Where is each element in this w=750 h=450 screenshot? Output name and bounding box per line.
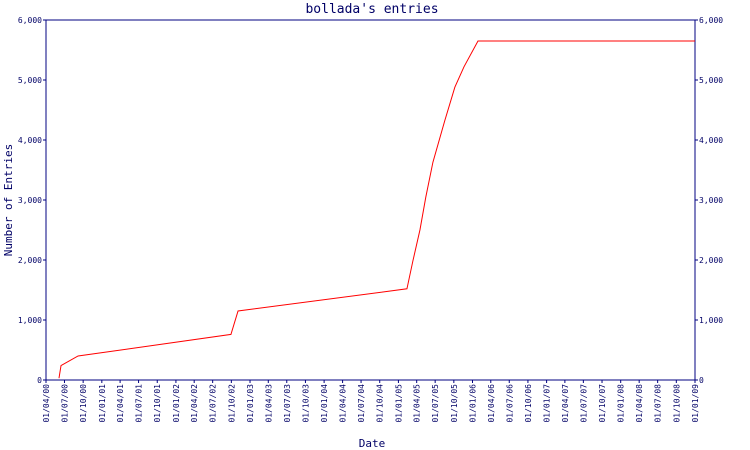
x-tick-label: 01/04/07 xyxy=(561,384,570,423)
x-tick-label: 01/07/06 xyxy=(505,384,514,423)
y-tick-label: 2,000 xyxy=(18,256,42,265)
x-tick-label: 01/04/01 xyxy=(116,384,125,423)
x-tick-label: 01/10/07 xyxy=(598,384,607,423)
y2-tick-label: 6,000 xyxy=(699,16,723,25)
x-tick-label: 01/07/05 xyxy=(431,384,440,423)
x-tick-label: 01/01/09 xyxy=(691,384,700,423)
chart-title: bollada's entries xyxy=(305,2,438,17)
y2-tick-label: 4,000 xyxy=(699,136,723,145)
y-tick-label: 6,000 xyxy=(18,16,42,25)
y-tick-label: 3,000 xyxy=(18,196,42,205)
x-tick-label: 01/04/04 xyxy=(339,384,348,423)
x-tick-label: 01/07/03 xyxy=(283,384,292,423)
x-tick-label: 01/07/08 xyxy=(654,384,663,423)
x-tick-label: 01/10/03 xyxy=(301,384,310,423)
y-axis-label: Number of Entries xyxy=(2,144,15,257)
x-tick-label: 01/04/02 xyxy=(190,384,199,423)
x-tick-label: 01/04/00 xyxy=(42,384,51,423)
x-tick-label: 01/01/05 xyxy=(394,384,403,423)
x-tick-label: 01/01/06 xyxy=(469,384,478,423)
x-tick-label: 01/07/01 xyxy=(135,384,144,423)
y2-tick-label: 5,000 xyxy=(699,76,723,85)
x-tick-label: 01/10/08 xyxy=(672,384,681,423)
y-tick-label: 5,000 xyxy=(18,76,42,85)
x-tick-label: 01/10/05 xyxy=(450,384,459,423)
x-tick-label: 01/10/01 xyxy=(153,384,162,423)
x-axis-label: Date xyxy=(359,437,386,450)
y-tick-label: 0 xyxy=(37,376,42,385)
y2-tick-label: 0 xyxy=(699,376,704,385)
x-tick-label: 01/10/02 xyxy=(227,384,236,423)
x-tick-label: 01/07/04 xyxy=(357,384,366,423)
y2-tick-label: 3,000 xyxy=(699,196,723,205)
x-tick-label: 01/01/07 xyxy=(543,384,552,423)
x-tick-label: 01/04/05 xyxy=(413,384,422,423)
y2-tick-label: 2,000 xyxy=(699,256,723,265)
y-tick-label: 1,000 xyxy=(18,316,42,325)
x-tick-label: 01/04/03 xyxy=(264,384,273,423)
x-tick-label: 01/01/04 xyxy=(320,384,329,423)
x-tick-label: 01/04/08 xyxy=(635,384,644,423)
x-tick-label: 01/04/06 xyxy=(487,384,496,423)
x-tick-label: 01/01/08 xyxy=(617,384,626,423)
x-tick-label: 01/01/03 xyxy=(246,384,255,423)
x-tick-label: 01/07/07 xyxy=(579,384,588,423)
x-tick-label: 01/07/02 xyxy=(209,384,218,423)
x-tick-label: 01/10/00 xyxy=(79,384,88,423)
y-tick-label: 4,000 xyxy=(18,136,42,145)
y2-tick-label: 1,000 xyxy=(699,316,723,325)
x-tick-label: 01/01/01 xyxy=(98,384,107,423)
x-tick-label: 01/07/00 xyxy=(60,384,69,423)
x-tick-label: 01/10/06 xyxy=(524,384,533,423)
data-line xyxy=(58,40,695,379)
x-tick-label: 01/10/04 xyxy=(376,384,385,423)
x-tick-label: 01/01/02 xyxy=(172,384,181,423)
